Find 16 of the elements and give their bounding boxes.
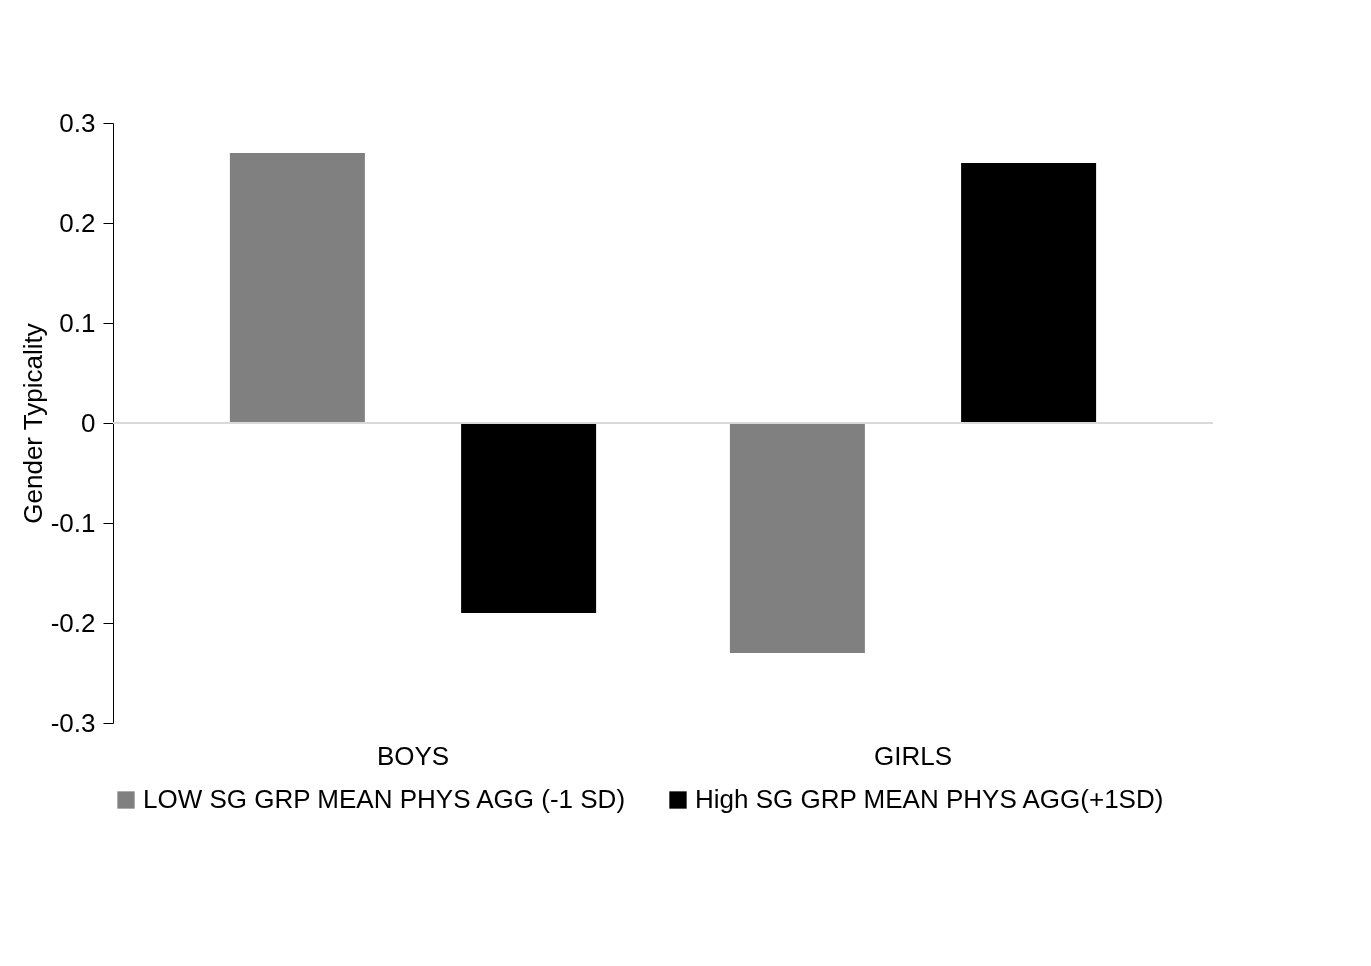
y-tick-label: 0.2	[59, 207, 96, 238]
bar	[461, 423, 597, 613]
x-tick-label: GIRLS	[873, 740, 953, 771]
bar	[961, 163, 1097, 423]
bar	[729, 423, 865, 653]
y-tick-label: 0.1	[59, 307, 96, 338]
y-tick-label: 0.3	[59, 107, 96, 138]
legend-label: LOW SG GRP MEAN PHYS AGG (-1 SD)	[143, 784, 626, 814]
y-tick-label: -0.2	[50, 607, 96, 638]
y-axis-title: Gender Typicality	[17, 323, 48, 524]
y-tick-label: -0.1	[50, 507, 96, 538]
legend-label: High SG GRP MEAN PHYS AGG(+1SD)	[695, 784, 1164, 814]
y-tick-label: -0.3	[50, 707, 96, 738]
y-tick-label: 0	[81, 407, 96, 438]
bar	[229, 153, 365, 423]
x-tick-label: BOYS	[376, 740, 450, 771]
